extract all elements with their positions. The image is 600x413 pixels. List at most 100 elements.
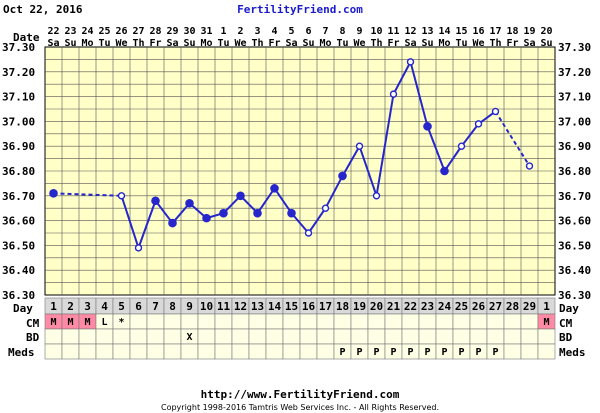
data-table: 1 2 3 4 5 6 7 8 9 10 11 12 13 14 15 16 17 18 19 20 21 22 23 24 2… — [44, 297, 556, 360]
cm-cell-bg — [367, 313, 386, 330]
cm-cell: M — [543, 317, 549, 328]
cm-cell-bg — [452, 313, 471, 330]
temp-line — [460, 123, 480, 147]
date-tick-label: 30 — [183, 26, 195, 37]
bd-cell-bg — [333, 328, 352, 345]
meds-cell-bg — [78, 343, 97, 360]
meds-cell: P — [492, 347, 498, 358]
weekday-tick-label: Fr — [149, 38, 161, 49]
temp-line — [171, 202, 191, 224]
date-tick-label: 12 — [404, 26, 416, 37]
cycle-day-cell: 3 — [84, 300, 91, 313]
y-tick-label-right: 36.50 — [558, 239, 591, 252]
cm-cell-bg — [180, 313, 199, 330]
temp-point — [457, 142, 466, 150]
cm-cell-bg — [486, 313, 505, 330]
weekday-tick-label: Su — [421, 38, 433, 49]
bd-cell-bg — [44, 328, 63, 345]
temp-line — [137, 200, 157, 249]
temp-point — [440, 166, 449, 176]
bd-cell-bg — [299, 328, 318, 345]
site-title[interactable]: FertilityFriend.com — [237, 3, 363, 16]
y-tick-label-left: 36.90 — [2, 140, 35, 153]
temp-point — [219, 208, 228, 218]
chart-date: Oct 22, 2016 — [3, 3, 83, 16]
cycle-day-cell: 1 — [543, 300, 550, 313]
temp-point — [202, 213, 211, 223]
date-tick-label: 6 — [305, 26, 311, 37]
temp-point — [134, 244, 143, 252]
cm-cell-bg — [146, 313, 165, 330]
date-tick-label: 2 — [237, 26, 243, 37]
cm-cell-bg — [401, 313, 420, 330]
temp-line — [154, 200, 174, 224]
weekday-tick-label: Th — [251, 38, 263, 49]
date-tick-label: 9 — [356, 26, 362, 37]
temp-line-dashed — [494, 110, 531, 167]
date-tick-label: 13 — [421, 26, 433, 37]
bd-cell-bg — [520, 328, 539, 345]
cycle-day-cell: 15 — [285, 300, 298, 313]
weekday-tick-label: Su — [540, 38, 552, 49]
temp-line — [324, 175, 344, 209]
bd-cell-bg — [350, 328, 369, 345]
meds-cell-bg — [214, 343, 233, 360]
weekday-tick-label: We — [115, 38, 127, 49]
footer-url[interactable]: http://www.FertilityFriend.com — [201, 388, 400, 401]
cycle-day-cell: 7 — [152, 300, 159, 313]
cm-cell-bg — [214, 313, 233, 330]
weekday-tick-label: Sa — [404, 38, 416, 49]
meds-cell: P — [407, 347, 413, 358]
y-tick-label-right: 37.00 — [558, 115, 591, 128]
weekday-tick-label: Fr — [387, 38, 399, 49]
weekday-tick-label: Mo — [438, 38, 450, 49]
cycle-day-cell: 28 — [506, 300, 519, 313]
cycle-day-cell: 14 — [268, 300, 282, 313]
row-label-meds-right: Meds — [559, 346, 586, 359]
date-tick-label: 24 — [81, 26, 93, 37]
y-tick-label-left: 37.10 — [2, 91, 35, 104]
temp-point — [474, 120, 483, 128]
weekday-tick-label: We — [353, 38, 365, 49]
temp-point — [185, 198, 194, 208]
meds-cell-bg — [180, 343, 199, 360]
temp-point — [168, 218, 177, 228]
cm-cell-bg — [469, 313, 488, 330]
meds-cell-bg — [520, 343, 539, 360]
date-tick-label: 19 — [523, 26, 535, 37]
date-tick-label: 31 — [200, 26, 212, 37]
footer-copyright: Copyright 1998-2016 Tamtris Web Services… — [161, 403, 439, 412]
meds-cell: P — [390, 347, 396, 358]
bd-cell-bg — [214, 328, 233, 345]
row-label-day-left: Day — [13, 302, 33, 315]
meds-cell-bg — [146, 343, 165, 360]
row-label-bd-left: BD — [26, 331, 40, 344]
y-tick-label-right: 36.70 — [558, 190, 591, 203]
y-tick-label-right: 36.80 — [558, 165, 591, 178]
cycle-day-cell: 19 — [353, 300, 366, 313]
weekday-tick-label: Tu — [455, 38, 467, 49]
cm-cell-bg — [197, 313, 216, 330]
cm-cell-bg — [248, 313, 267, 330]
bd-cell-bg — [231, 328, 250, 345]
weekday-tick-label: We — [234, 38, 246, 49]
date-tick-label: 7 — [322, 26, 328, 37]
temp-point — [151, 196, 160, 206]
date-tick-label: 27 — [132, 26, 144, 37]
weekday-tick-label: Su — [183, 38, 195, 49]
bd-cell-bg — [78, 328, 97, 345]
date-tick-label: 18 — [506, 26, 518, 37]
bd-cell-bg — [265, 328, 284, 345]
meds-cell: P — [475, 347, 481, 358]
bd-cell-bg — [384, 328, 403, 345]
weekday-tick-label: Sa — [523, 38, 535, 49]
date-tick-label: 8 — [339, 26, 345, 37]
temp-point — [406, 58, 415, 66]
temp-point — [117, 192, 126, 200]
row-label-bd-right: BD — [559, 331, 573, 344]
cm-cell-bg — [231, 313, 250, 330]
weekday-tick-label: Mo — [319, 38, 331, 49]
bd-cell-bg — [452, 328, 471, 345]
meds-cell-bg — [163, 343, 182, 360]
